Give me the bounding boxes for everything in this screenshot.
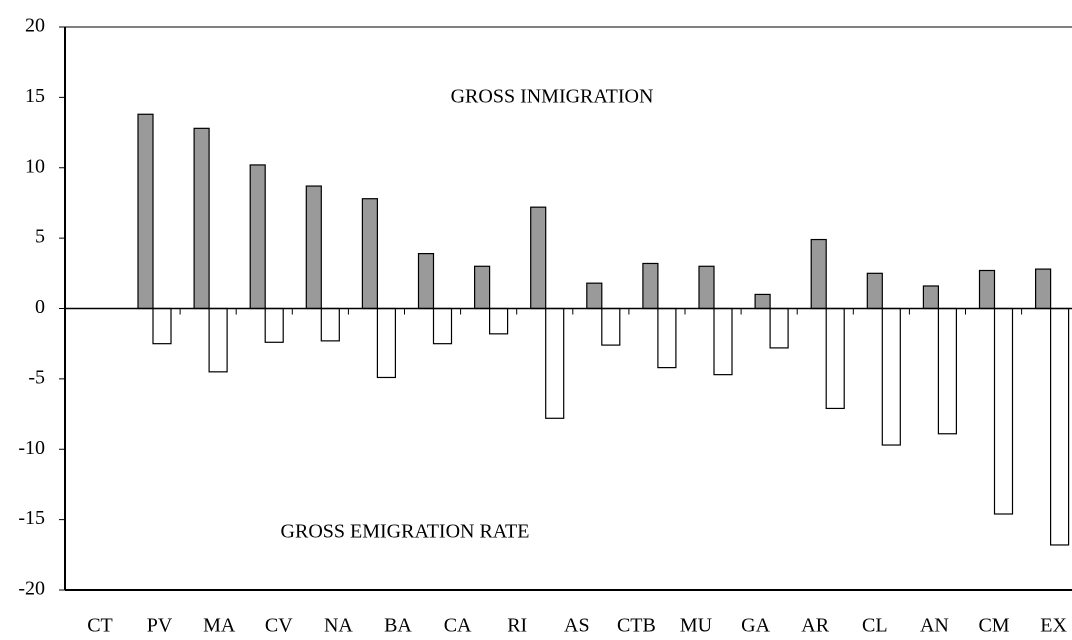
x-tick-label: MA bbox=[203, 615, 236, 637]
y-tick-label: 5 bbox=[35, 226, 45, 248]
y-tick-label: 0 bbox=[35, 296, 45, 318]
x-tick-label: BA bbox=[384, 615, 412, 637]
bar bbox=[698, 265, 715, 310]
bar bbox=[881, 307, 901, 446]
bar bbox=[713, 307, 733, 376]
x-tick-label: CT bbox=[87, 615, 113, 637]
bar bbox=[432, 307, 453, 345]
x-tick-label: NA bbox=[324, 615, 353, 637]
x-tick-label: EX bbox=[1040, 615, 1067, 637]
x-tick-label: AS bbox=[564, 615, 590, 637]
bar bbox=[489, 307, 509, 335]
bar bbox=[545, 307, 565, 419]
bar bbox=[1034, 268, 1052, 310]
x-tick-label: CL bbox=[862, 615, 888, 637]
x-tick-label: CV bbox=[265, 615, 293, 637]
bar bbox=[866, 272, 883, 310]
bar bbox=[320, 307, 340, 342]
bar bbox=[305, 185, 322, 310]
bar bbox=[361, 198, 378, 310]
bar bbox=[937, 307, 958, 435]
bar bbox=[978, 269, 996, 310]
bar bbox=[264, 307, 284, 343]
x-tick-label: PV bbox=[147, 615, 173, 637]
bar bbox=[474, 265, 491, 310]
y-tick-label: 20 bbox=[25, 15, 45, 37]
bar bbox=[530, 206, 547, 310]
x-tick-label: RI bbox=[507, 615, 527, 637]
bar bbox=[152, 307, 172, 345]
annotation: GROSS EMIGRATION RATE bbox=[281, 521, 530, 543]
bar bbox=[642, 262, 659, 310]
x-tick-label: GA bbox=[741, 615, 770, 637]
y-tick-label: -20 bbox=[18, 578, 45, 600]
annotation: GROSS INMIGRATION bbox=[451, 86, 654, 108]
bar bbox=[769, 307, 789, 349]
bar bbox=[376, 307, 396, 379]
y-tick-label: -10 bbox=[18, 437, 45, 459]
y-tick-label: -5 bbox=[28, 366, 45, 388]
bar bbox=[601, 307, 621, 346]
x-tick-label: AR bbox=[801, 615, 829, 637]
x-tick-label: CTB bbox=[617, 615, 656, 637]
bar bbox=[193, 127, 210, 310]
bar bbox=[208, 307, 228, 373]
bar bbox=[249, 164, 266, 310]
bar bbox=[586, 282, 603, 310]
y-tick-label: -15 bbox=[18, 507, 45, 529]
y-tick-label: 10 bbox=[25, 155, 45, 177]
bar bbox=[810, 238, 827, 310]
x-tick-label: MU bbox=[680, 615, 713, 637]
bar bbox=[754, 293, 771, 310]
bar bbox=[417, 253, 435, 310]
x-tick-label: AN bbox=[920, 615, 949, 637]
bar bbox=[1049, 307, 1070, 546]
y-tick-label: 15 bbox=[25, 85, 45, 107]
bar bbox=[137, 113, 154, 310]
bar bbox=[922, 285, 940, 310]
bar bbox=[657, 307, 677, 369]
bar bbox=[825, 307, 845, 410]
bar bbox=[993, 307, 1014, 515]
x-tick-label: CA bbox=[444, 615, 472, 637]
x-tick-label: CM bbox=[978, 615, 1009, 637]
